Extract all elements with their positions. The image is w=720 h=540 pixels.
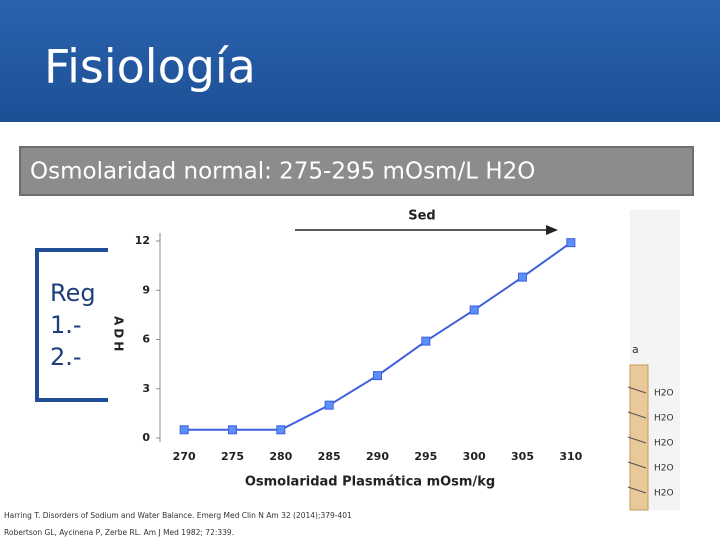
left-text: 2.- — [50, 343, 82, 371]
x-tick-label: 280 — [269, 450, 292, 463]
left-text: 1.- — [50, 311, 82, 339]
banner-box — [19, 146, 694, 196]
x-tick-label: 290 — [366, 450, 389, 463]
marker — [276, 425, 286, 435]
x-tick-label: 285 — [318, 450, 341, 463]
arrow — [627, 411, 647, 419]
x-tick-label: 270 — [173, 450, 196, 463]
figure-label: H2O — [654, 489, 674, 499]
reference: Harring T. Disorders of Sodium and Water… — [4, 511, 352, 520]
arrow — [627, 386, 647, 394]
y-axis-label: ADH — [112, 316, 126, 354]
left-text: Reg — [50, 279, 96, 307]
x-tick-label: 305 — [511, 450, 534, 463]
slide-title: Fisiología — [44, 40, 256, 94]
marker — [179, 425, 189, 435]
x-tick-label: 300 — [463, 450, 486, 463]
y-tick-label: 3 — [142, 382, 150, 395]
right-figure: a H2O H2O H2O H2O H2O — [627, 210, 680, 511]
marker — [324, 400, 334, 410]
arrow — [627, 486, 647, 494]
figure-caption: a — [632, 343, 639, 356]
marker — [566, 238, 576, 248]
x-axis-label: Osmolaridad Plasmática mOsm/kg — [245, 475, 495, 490]
marker — [518, 272, 527, 282]
x-tick-label: 275 — [221, 450, 244, 463]
banner-text: Osmolaridad normal: 275-295 mOsm/L H2O — [30, 159, 535, 185]
y-tick-label: 0 — [142, 431, 150, 444]
arrow — [627, 436, 647, 444]
annotation: Sed — [408, 209, 436, 224]
figure-label: H2O — [654, 439, 674, 449]
chart-panel — [108, 205, 600, 492]
x-tick-label: 295 — [414, 450, 437, 463]
marker — [373, 371, 382, 381]
annotation-arrowhead — [546, 225, 558, 235]
arrow — [627, 461, 647, 469]
marker — [421, 336, 431, 346]
figure-label: H2O — [654, 464, 674, 474]
marker — [469, 305, 479, 315]
figure-label: H2O — [654, 414, 674, 424]
reference: Robertson GL, Aycinena P, Zerbe RL. Am J… — [4, 528, 234, 537]
y-tick-label: 6 — [142, 333, 150, 346]
x-tick-label: 310 — [559, 450, 582, 463]
marker — [228, 425, 237, 435]
y-tick-label: 12 — [135, 234, 150, 247]
y-tick-label: 9 — [142, 283, 150, 296]
figure-label: H2O — [654, 389, 674, 399]
header — [0, 0, 720, 122]
